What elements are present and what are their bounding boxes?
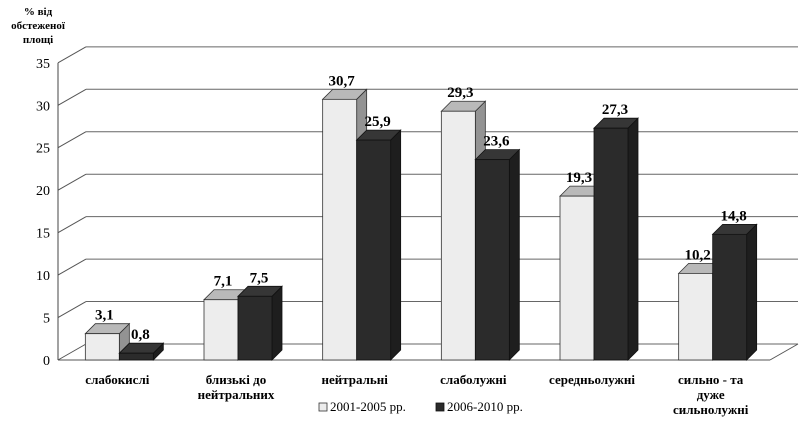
x-category-label: дуже: [697, 387, 725, 402]
y-tick-label: 35: [36, 57, 50, 72]
data-label-2006-2010: 27,3: [602, 102, 628, 118]
legend-swatch-2001-2005: [318, 402, 328, 412]
legend-label-2006-2010: 2006-2010 рр.: [447, 399, 523, 414]
bar-2006-2010-side: [390, 129, 402, 361]
bar-2006-2010: [474, 159, 510, 361]
legend-swatch-2006-2010: [435, 402, 445, 412]
y-tick-label: 25: [36, 142, 50, 157]
y-tick-label: 5: [43, 312, 50, 327]
axis-layer: 0 5 10 15 20 25 30 35 % від обстеженої площі: [11, 6, 66, 369]
data-label-2001-2005: 10,2: [685, 247, 711, 263]
x-category-label: сильнолужні: [673, 402, 749, 417]
y-tick-label: 10: [36, 269, 50, 284]
side-gridline: [57, 216, 87, 234]
data-label-2001-2005: 30,7: [329, 73, 356, 89]
data-label-2006-2010: 25,9: [365, 114, 391, 130]
side-gridline: [57, 301, 87, 318]
side-gridline: [57, 88, 87, 106]
bar-2006-2010: [237, 295, 273, 361]
data-label-2001-2005: 19,3: [566, 170, 592, 186]
data-label-2001-2005: 7,1: [214, 274, 233, 290]
data-label-2006-2010: 7,5: [250, 270, 269, 286]
bar-2006-2010: [712, 233, 748, 361]
side-gridline: [57, 46, 87, 64]
side-gridline: [57, 131, 87, 149]
legend: 2001-2005 рр. 2006-2010 рр.: [318, 399, 523, 414]
x-category-label: слабокислі: [85, 372, 149, 387]
y-tick-label: 0: [43, 354, 50, 369]
y-axis-title: площі: [23, 34, 53, 46]
bar-2006-2010: [118, 352, 154, 361]
legend-label-2001-2005: 2001-2005 рр.: [330, 399, 406, 414]
bar-2006-2010: [593, 127, 629, 361]
bar-2001-2005: [678, 272, 714, 361]
data-label-2006-2010: 23,6: [483, 134, 510, 150]
bar-2006-2010: [356, 139, 392, 361]
bar-2001-2005: [440, 110, 476, 361]
side-gridline: [57, 173, 87, 191]
data-label-2006-2010: 14,8: [721, 208, 747, 224]
side-gridline: [57, 258, 87, 276]
bar-2001-2005: [559, 195, 595, 361]
x-category-label: близькі до: [206, 372, 267, 387]
y-tick-label: 30: [36, 99, 50, 114]
x-category-label: сильно - та: [678, 372, 744, 387]
floor-right-edge: [769, 343, 799, 361]
data-label-2006-2010: 0,8: [131, 327, 150, 343]
y-axis-title: обстеженої: [11, 20, 66, 32]
y-axis-title: % від: [24, 6, 53, 18]
bar-2006-2010-side: [746, 223, 758, 361]
x-category-label: нейтральних: [198, 387, 275, 402]
side-gridline: [57, 343, 87, 361]
data-label-2001-2005: 29,3: [447, 85, 473, 101]
x-category-label: слаболужні: [440, 372, 507, 387]
bar-2001-2005: [322, 98, 358, 361]
bar-2001-2005: [84, 333, 120, 361]
x-category-label: середньолужні: [549, 372, 635, 387]
bar-2001-2005: [203, 299, 239, 361]
bar-2006-2010-side: [627, 117, 639, 361]
y-tick-label: 15: [36, 227, 50, 242]
data-label-2001-2005: 3,1: [95, 308, 114, 324]
bar-2006-2010-side: [508, 148, 520, 361]
bars-layer: [84, 88, 758, 361]
x-category-label: нейтральні: [321, 372, 388, 387]
y-tick-label: 20: [36, 184, 50, 199]
bar-2006-2010-side: [271, 285, 283, 361]
